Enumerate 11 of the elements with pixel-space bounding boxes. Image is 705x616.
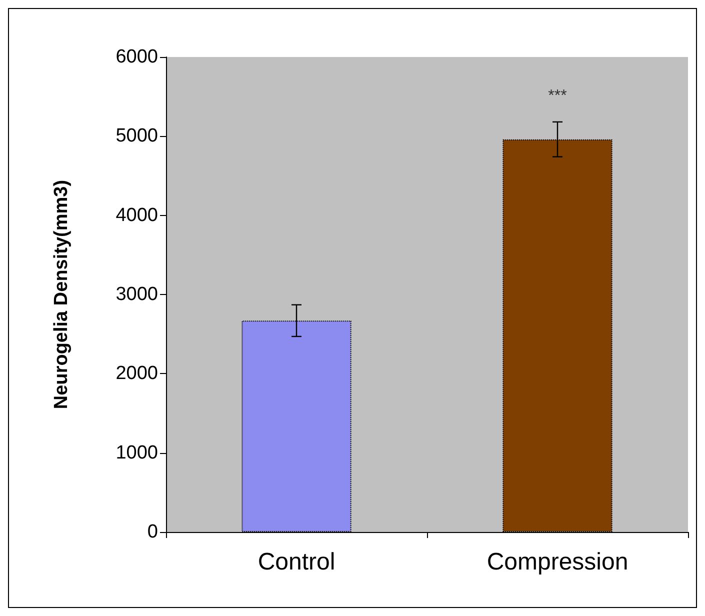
x-tick-label: Compression: [486, 548, 628, 576]
y-tick-label: 6000: [116, 46, 158, 68]
y-tick-label: 2000: [116, 363, 158, 384]
y-tick-label: 5000: [116, 126, 158, 147]
x-tick-label: Control: [258, 548, 336, 576]
y-tick-label: 4000: [116, 204, 158, 226]
y-axis-title: Neurogelia Density(mm3): [51, 180, 72, 410]
y-tick-label: 1000: [116, 442, 158, 464]
y-tick-label: 0: [147, 522, 158, 542]
annotation: ***: [548, 87, 567, 104]
y-tick-label: 3000: [116, 284, 158, 305]
